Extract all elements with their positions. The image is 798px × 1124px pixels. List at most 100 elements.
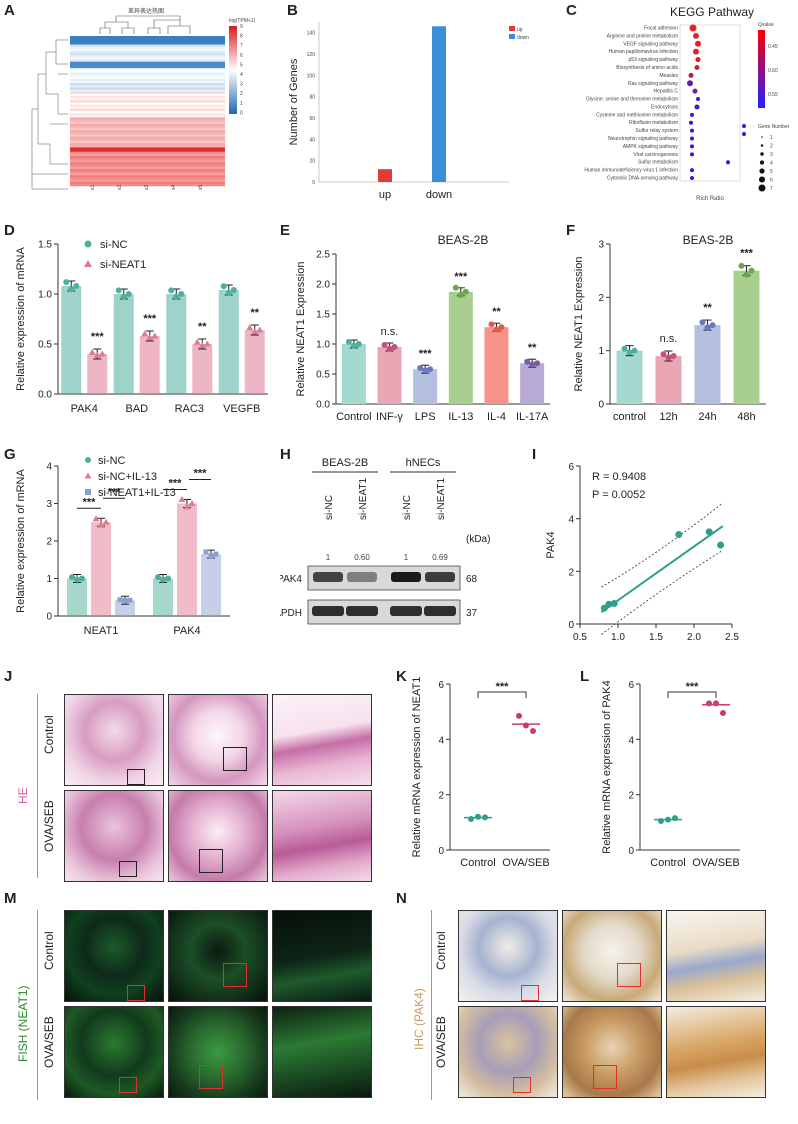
x-tick-label: Control: [650, 857, 685, 869]
size-swatch: [761, 136, 763, 138]
zoom-region-box: [199, 1065, 223, 1089]
legend-marker: [85, 489, 91, 495]
heatmap-legend-tick: 1: [240, 101, 243, 107]
data-point: [345, 338, 352, 345]
micrograph-r1-c1: [458, 910, 558, 1002]
panel-letter-m: M: [4, 890, 17, 907]
pathway-label: Cysteine and methionine metabolism: [596, 112, 678, 118]
data-point: [468, 816, 474, 823]
svg-text:s2: s2: [117, 185, 123, 191]
pathway-label: Biosynthesis of amino acids: [616, 65, 678, 71]
data-point: [709, 322, 716, 329]
data-point: [748, 267, 755, 274]
y-tick-label: 0: [312, 180, 315, 186]
x-tick-label: PAK4: [173, 625, 200, 637]
size-swatch: [758, 184, 766, 192]
legend-marker: [84, 240, 92, 248]
heatmap-row: [70, 51, 225, 54]
panel-letter-g: G: [4, 446, 16, 463]
y-tick-label: 2: [628, 791, 634, 802]
heatmap-row: [70, 59, 225, 63]
color-tick: 0.50: [768, 68, 778, 74]
panel-letter-i: I: [532, 446, 537, 463]
zoom-region-box: [223, 963, 247, 987]
data-point: [482, 814, 488, 821]
heatmap-row: [70, 68, 225, 71]
he-stain-label: HE: [16, 787, 30, 804]
data-point: [63, 279, 70, 286]
significance-label: n.s.: [660, 333, 678, 345]
data-point: [74, 576, 80, 583]
data-point: [493, 326, 500, 333]
heatmap-row: [70, 38, 225, 41]
panel-d-bar-chart: 0.0 0.5 1.0 1.5 Relative expression of mRNA *…: [15, 239, 268, 415]
x-tick-label: OVA/SEB: [692, 857, 739, 869]
heatmap-row: [70, 98, 225, 101]
band-ratio: 0.69: [432, 553, 448, 562]
y-tick-label: 0.0: [38, 390, 52, 401]
j-divider: [37, 694, 38, 878]
x-tick-label: BAD: [125, 403, 148, 415]
heatmap-row: [70, 113, 225, 116]
heatmap-row: [70, 111, 225, 114]
y-tick-label: 1: [598, 346, 604, 357]
data-point: [97, 521, 105, 528]
data-point: [631, 347, 638, 354]
heatmap-legend-tick: 4: [240, 72, 243, 78]
data-point: [422, 367, 429, 374]
data-point: [658, 817, 664, 824]
zoom-region-box: [593, 1065, 617, 1089]
legend-marker: [85, 457, 91, 463]
heatmap-row: [70, 151, 225, 155]
y-tick-label: 20: [309, 159, 315, 165]
sig-bracket: [667, 691, 717, 698]
heatmap-row: [70, 136, 225, 140]
y-tick-label: 6: [438, 680, 444, 691]
heatmap-row: [70, 126, 225, 129]
heatmap-row: [70, 83, 225, 86]
pathway-bubble: [693, 48, 699, 55]
size-swatch: [760, 144, 764, 147]
pathway-label: Sulfur metabolism: [638, 160, 678, 166]
pathway-label: Riboflavin metabolism: [629, 120, 678, 126]
x-axis-label: Rich Ratio: [696, 196, 724, 202]
y-tick-label: 4: [568, 515, 574, 526]
zoom-region-box: [199, 849, 223, 873]
pathway-label: Arginine and proline metabolism: [607, 33, 678, 39]
heatmap-row: [70, 143, 225, 146]
x-tick-label: Control: [336, 411, 371, 423]
data-point: [125, 291, 132, 297]
data-point: [173, 294, 180, 300]
heatmap-row: [70, 40, 225, 43]
heatmap-row: [70, 117, 225, 120]
data-point: [530, 728, 536, 735]
heatmap-col-labels: s1 s2 s3 s4 s5: [90, 185, 204, 191]
panel-e-bar-chart: BEAS-2B 0.0 0.5 1.0 1.5 2.0 2.5 Relative NEAT1 …: [295, 233, 550, 423]
data-point: [600, 604, 608, 612]
lane-label: si-NC: [402, 495, 413, 520]
data-point: [350, 342, 357, 349]
bar-control: [616, 350, 643, 404]
data-point: [462, 288, 469, 295]
bar-down: [432, 26, 446, 183]
band-kda: 68: [466, 574, 478, 585]
significance-label: ***: [454, 271, 468, 283]
svg-text:s1: s1: [90, 185, 96, 191]
color-tick: 0.45: [768, 44, 778, 50]
heatmap-row: [70, 66, 225, 69]
lane-label: si-NC: [324, 495, 335, 520]
y-tick-label: 0.0: [316, 400, 330, 411]
bar-si-NC: [67, 578, 87, 616]
pathway-bubble: [742, 124, 746, 128]
pathway-bubble: [690, 128, 694, 133]
data-point: [127, 597, 133, 603]
data-point: [155, 574, 161, 581]
band-ratio: 1: [326, 553, 331, 562]
panel-g-bar-chart: 0 1 2 3 4 Relative expression of mRNA *** *** NE…: [15, 455, 230, 637]
svg-text:s5: s5: [198, 185, 204, 191]
data-point: [225, 290, 232, 297]
heatmap-row: [70, 147, 225, 150]
gapdh-band: [424, 606, 456, 616]
legend-swatch-up: [509, 26, 515, 31]
data-point: [391, 344, 398, 350]
